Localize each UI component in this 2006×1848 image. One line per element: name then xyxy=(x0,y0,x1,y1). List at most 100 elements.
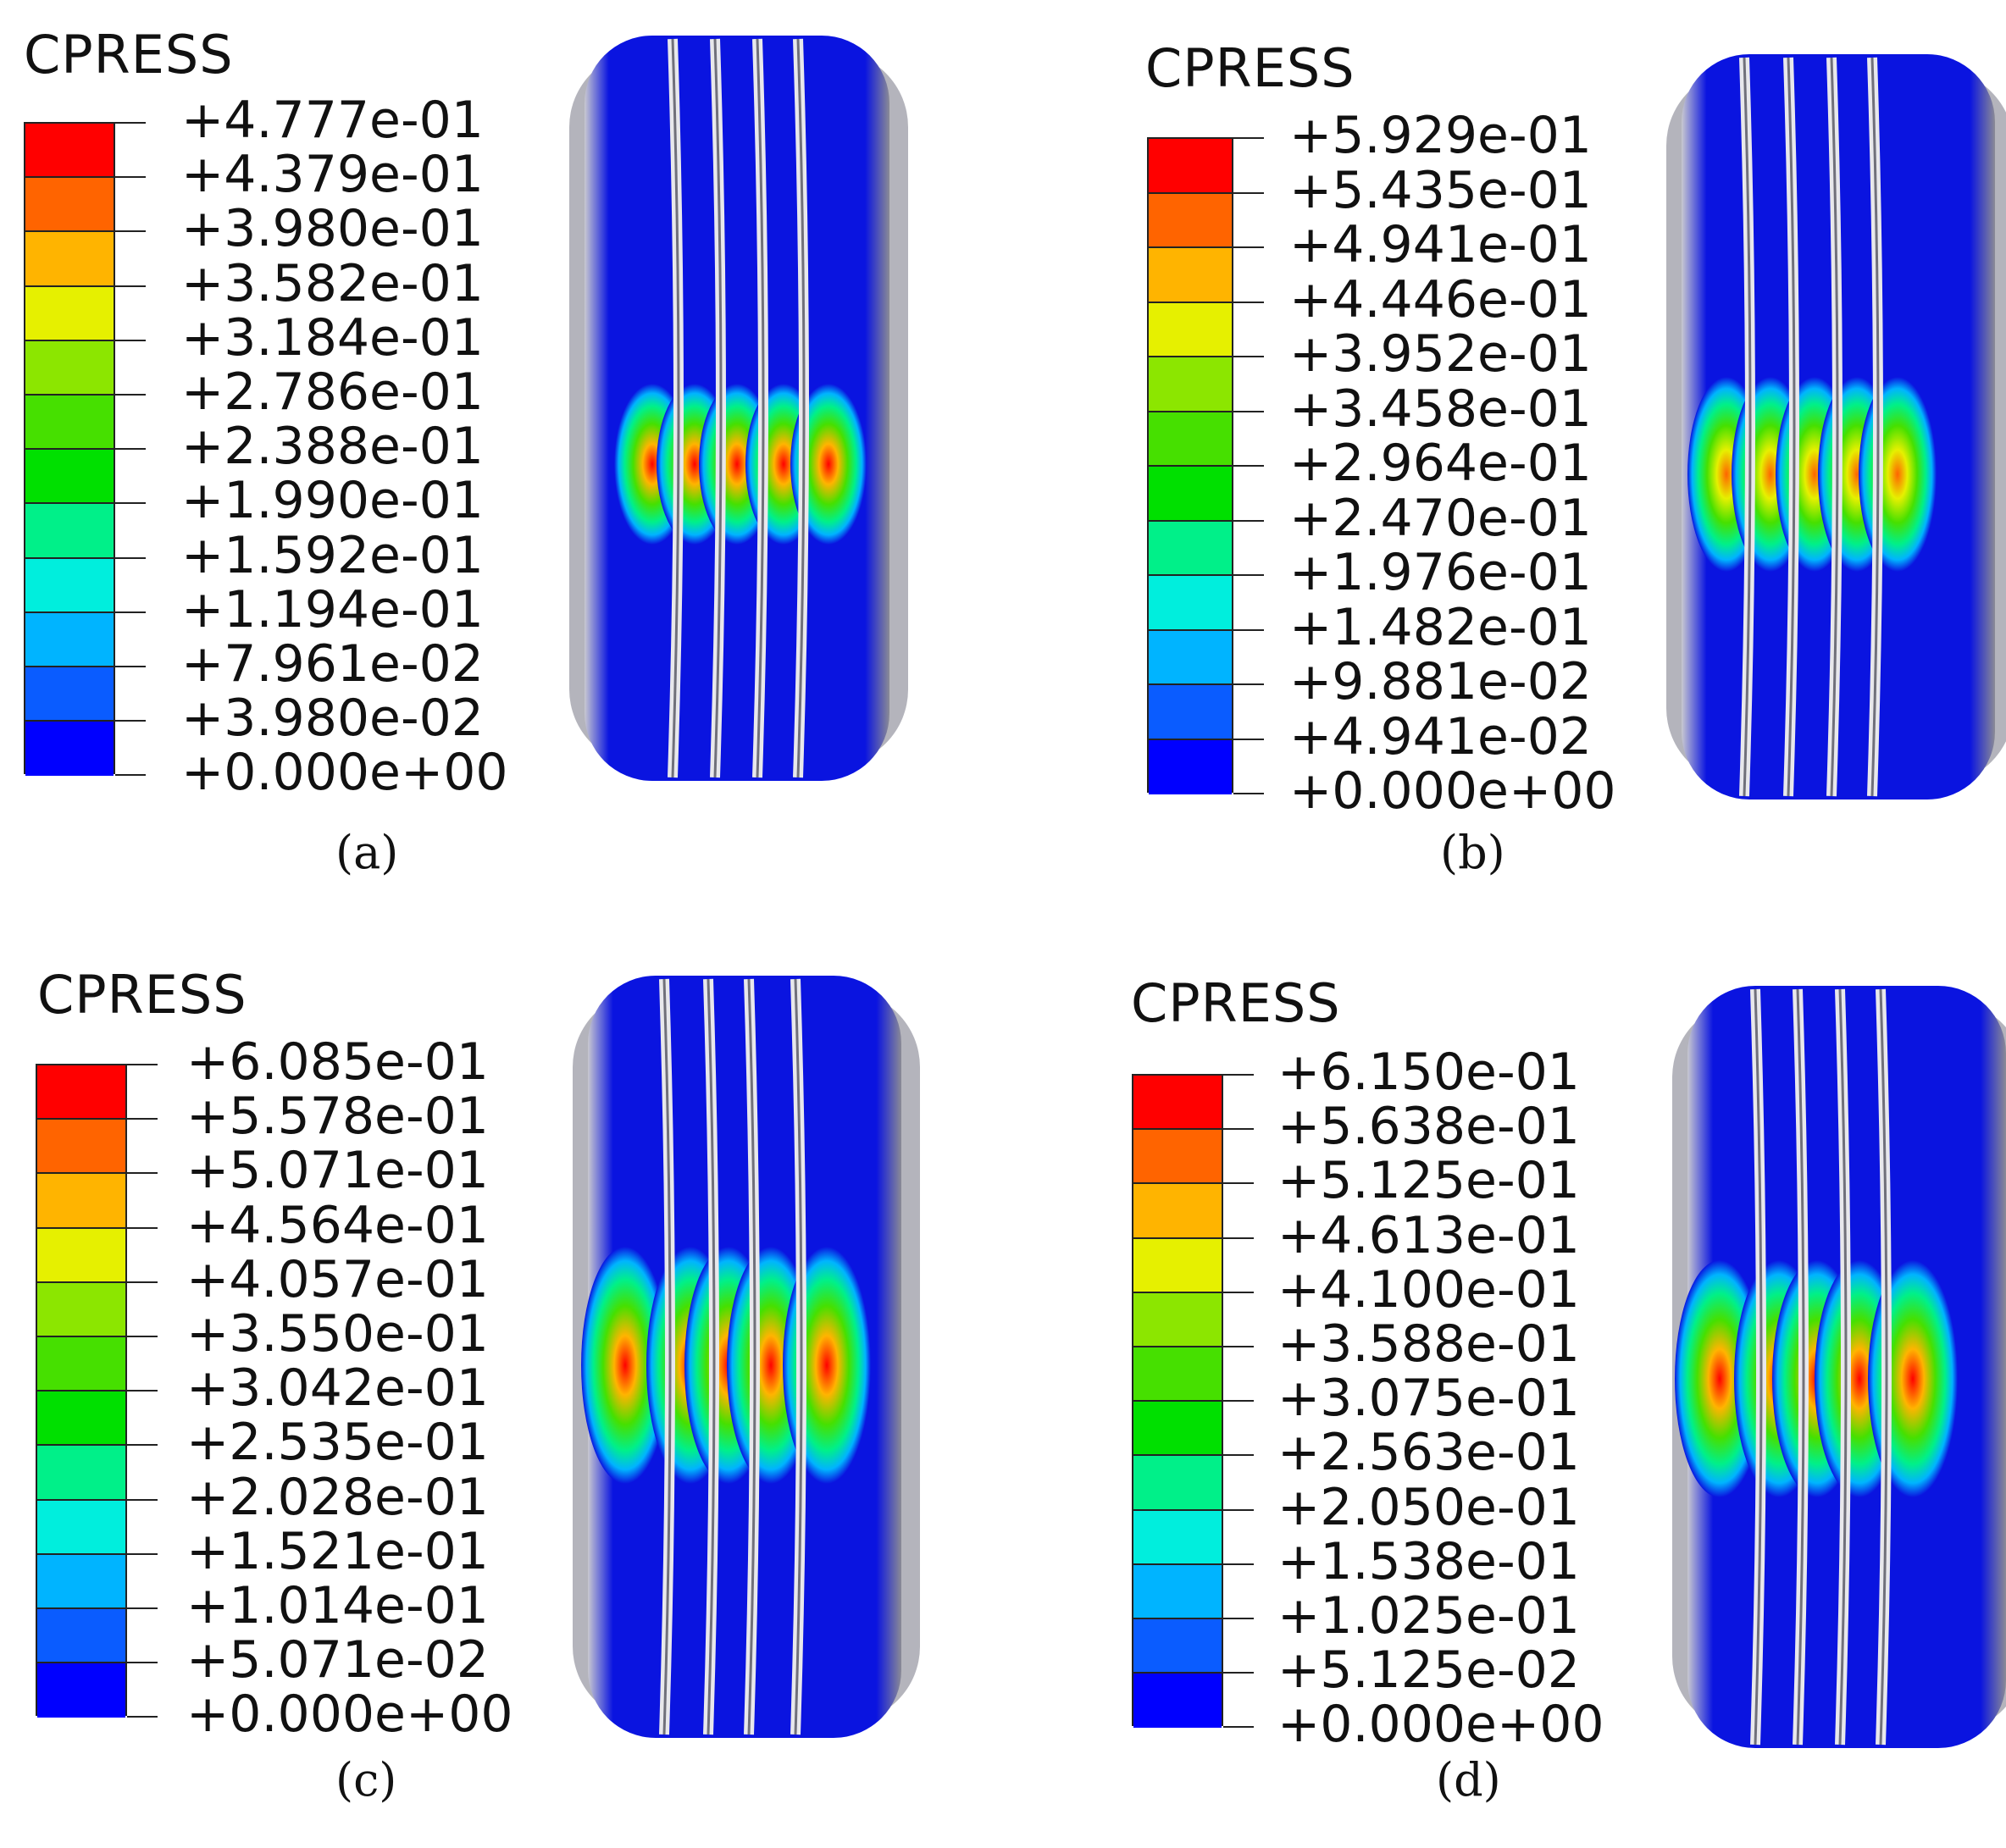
colorbar-tick xyxy=(1233,137,1264,139)
colorbar-tick xyxy=(1233,574,1264,576)
colorbar-segment xyxy=(1133,1674,1222,1729)
colorbar-tick xyxy=(1233,301,1264,303)
colorbar-tick xyxy=(1233,465,1264,467)
tire-groove xyxy=(796,38,806,778)
tire-sidewall xyxy=(1672,1001,2006,1733)
colorbar-label: +2.535e-01 xyxy=(186,1413,489,1473)
tire-groove xyxy=(747,978,756,1735)
colorbar-label: +1.521e-01 xyxy=(186,1521,489,1581)
colorbar-tick xyxy=(1233,683,1264,685)
colorbar-label: +6.085e-01 xyxy=(186,1032,489,1092)
colorbar-tick xyxy=(1223,1346,1254,1347)
tire-tread xyxy=(585,36,889,781)
colorbar-segment xyxy=(25,178,114,233)
colorbar-label: +3.184e-01 xyxy=(181,307,484,368)
colorbar-label: +1.194e-01 xyxy=(181,579,484,639)
colorbar-tick xyxy=(115,394,146,396)
colorbar-tick xyxy=(127,1064,158,1065)
contact-pressure-patch xyxy=(783,1247,871,1484)
colorbar-tick xyxy=(1223,1400,1254,1403)
contact-pressure-patch xyxy=(1675,1260,1765,1497)
colorbar-segment xyxy=(1149,739,1232,794)
colorbar-label: +1.592e-01 xyxy=(181,525,484,585)
tire-groove xyxy=(1879,988,1888,1746)
panel-caption: (b) xyxy=(1440,826,1505,879)
colorbar-tick xyxy=(127,1336,158,1337)
colorbar-segment xyxy=(1149,193,1232,248)
colorbar-label: +5.638e-01 xyxy=(1277,1097,1580,1157)
colorbar-tick xyxy=(115,176,146,179)
colorbar-tick xyxy=(127,1498,158,1501)
tire-groove xyxy=(713,38,723,778)
colorbar-tick xyxy=(115,448,146,451)
colorbar-label: +1.482e-01 xyxy=(1289,597,1592,657)
colorbar-segment xyxy=(25,232,114,287)
contact-pressure-patch xyxy=(646,1247,734,1484)
colorbar-tick xyxy=(1233,246,1264,248)
tire-groove xyxy=(752,38,768,778)
tire-tread xyxy=(588,976,901,1738)
colorbar-label: +3.042e-01 xyxy=(186,1358,489,1419)
colorbar-tick xyxy=(127,1552,158,1555)
colorbar-label: +4.941e-01 xyxy=(1289,215,1592,274)
colorbar-segment xyxy=(1149,412,1232,467)
tire-sidewall xyxy=(573,991,920,1723)
colorbar-tick xyxy=(1223,1074,1254,1076)
colorbar xyxy=(1132,1074,1223,1729)
colorbar-segment xyxy=(37,1609,125,1664)
colorbar-segment xyxy=(37,1228,125,1283)
colorbar-label: +2.563e-01 xyxy=(1277,1423,1580,1483)
tire-groove xyxy=(1796,988,1805,1746)
colorbar-segment xyxy=(1133,1184,1222,1239)
colorbar-segment xyxy=(1149,302,1232,357)
contact-pressure-patch xyxy=(657,384,733,545)
tire-sidewall xyxy=(569,51,908,766)
colorbar-segment xyxy=(25,124,114,179)
colorbar-label: +3.458e-01 xyxy=(1289,379,1592,439)
colorbar-label: +4.564e-01 xyxy=(186,1195,489,1255)
colorbar-tick xyxy=(1223,1454,1254,1457)
contact-pressure-patch xyxy=(1815,1260,1904,1497)
colorbar-label: +1.976e-01 xyxy=(1289,543,1592,602)
colorbar-label: +4.777e-01 xyxy=(181,91,484,150)
colorbar-segment xyxy=(1133,1510,1222,1565)
colorbar-tick xyxy=(127,1281,158,1283)
colorbar-tick xyxy=(1233,191,1264,194)
tire-groove xyxy=(668,38,684,778)
colorbar-tick xyxy=(127,1172,158,1175)
colorbar-segment xyxy=(25,558,114,613)
colorbar-segment xyxy=(25,450,114,505)
colorbar-label: +5.125e-02 xyxy=(1277,1641,1580,1701)
panel-caption: (c) xyxy=(335,1753,397,1807)
tire-groove xyxy=(1743,57,1752,797)
colorbar-tick xyxy=(127,1444,158,1447)
tire-groove xyxy=(756,38,765,778)
colorbar-tick xyxy=(1223,1508,1254,1511)
panel-caption: (d) xyxy=(1436,1753,1501,1807)
colorbar-tick xyxy=(1223,1291,1254,1293)
colorbar-tick xyxy=(115,556,146,559)
colorbar-label: +3.980e-02 xyxy=(181,689,484,749)
colorbar-label: +0.000e+00 xyxy=(186,1685,513,1745)
contact-pressure-patch xyxy=(684,1247,773,1484)
colorbar-tick xyxy=(1223,1618,1254,1619)
contact-pressure-patch xyxy=(1734,1260,1824,1497)
colorbar-tick xyxy=(1223,1182,1254,1185)
colorbar-tick xyxy=(115,774,146,777)
legend-title: CPRESS xyxy=(24,24,234,86)
tire-groove xyxy=(744,978,760,1735)
tire-groove xyxy=(662,978,672,1735)
colorbar-label: +4.941e-02 xyxy=(1289,706,1592,766)
colorbar-segment xyxy=(25,286,114,341)
colorbar-label: +3.582e-01 xyxy=(181,253,484,313)
colorbar-tick xyxy=(115,230,146,233)
colorbar-label: +4.057e-01 xyxy=(186,1249,489,1309)
colorbar-segment xyxy=(37,1174,125,1229)
colorbar-segment xyxy=(37,1282,125,1337)
colorbar-segment xyxy=(37,1500,125,1555)
tire-groove xyxy=(1867,57,1883,797)
colorbar-tick xyxy=(1223,1237,1254,1239)
colorbar-tick xyxy=(127,1716,158,1718)
colorbar-segment xyxy=(1149,357,1232,412)
colorbar-tick xyxy=(1233,356,1264,357)
